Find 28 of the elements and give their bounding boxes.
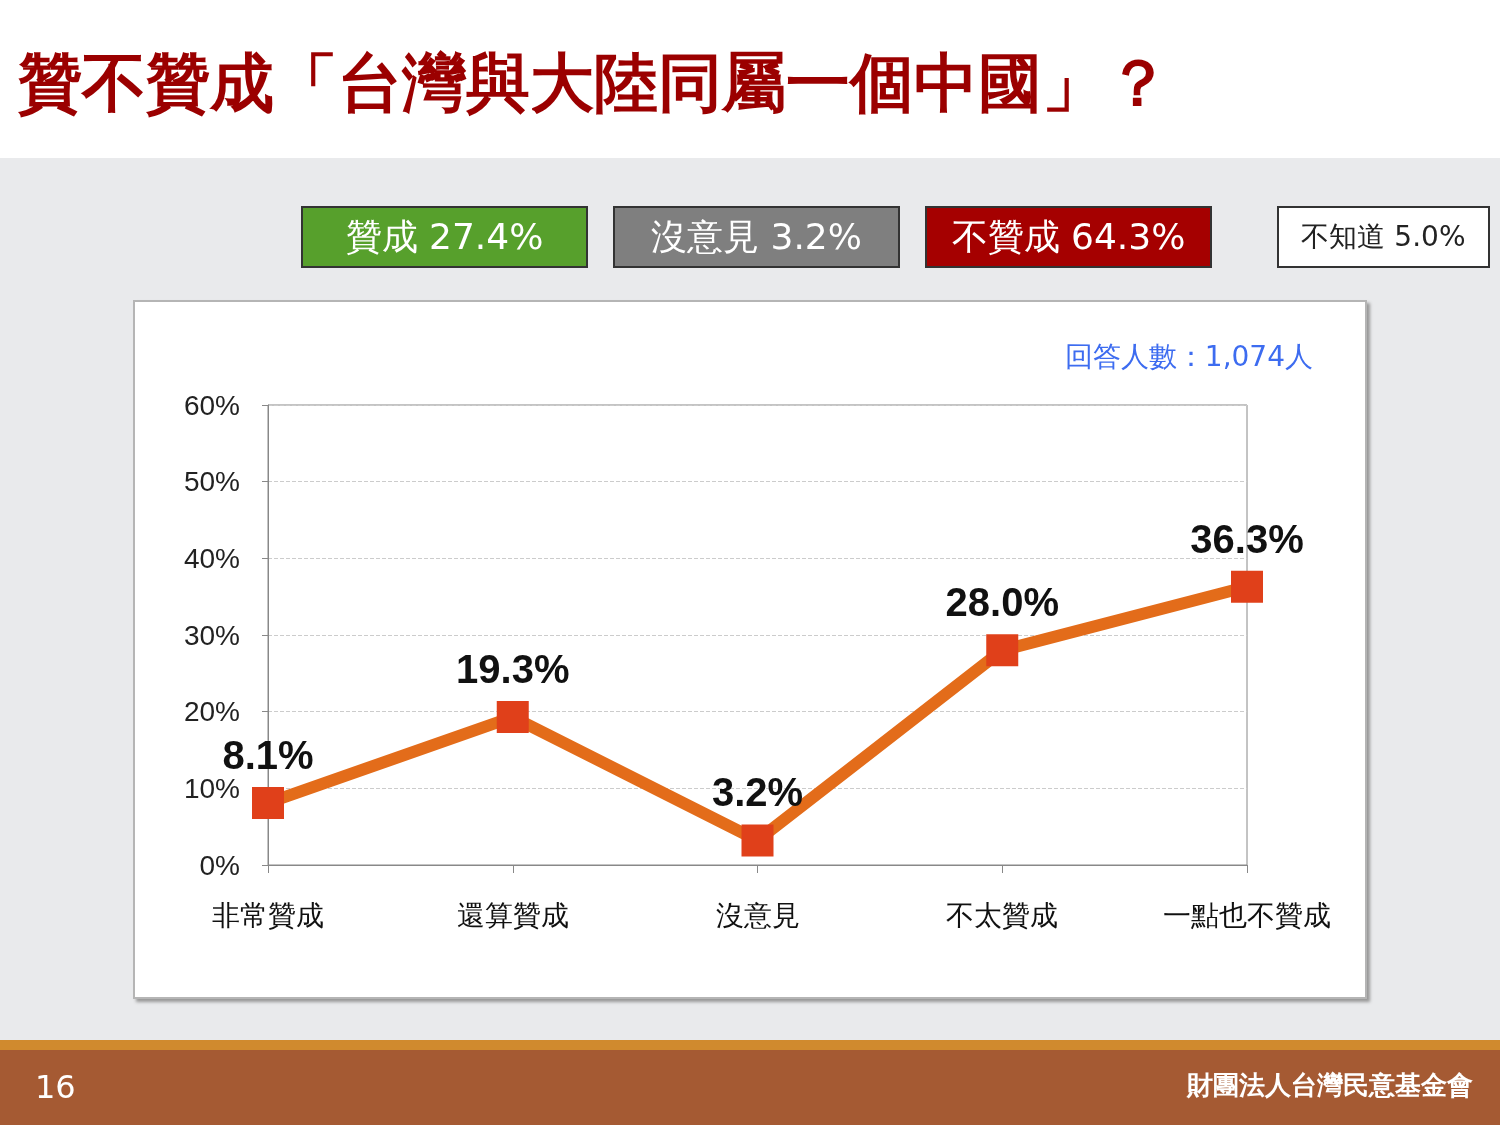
- point: [986, 634, 1019, 667]
- point: [741, 824, 774, 857]
- text: 16: [35, 1068, 76, 1106]
- point: [252, 786, 284, 819]
- text: 沒意見 3.2%: [613, 206, 900, 268]
- y-tick-label: 20%: [183, 696, 240, 728]
- text: 財團法人台灣民意基金會: [1187, 1069, 1473, 1102]
- x-tick-label: 不太贊成: [946, 899, 1059, 931]
- data-label: 19.3%: [456, 647, 570, 692]
- y-tick-label: 40%: [183, 542, 240, 574]
- data-label: 36.3%: [1190, 516, 1304, 561]
- y-tick-label: 50%: [183, 466, 240, 498]
- x-tick-label: 沒意見: [715, 899, 800, 931]
- text: 不贊成 64.3%: [925, 206, 1212, 268]
- y-tick-label: 60%: [183, 389, 240, 421]
- chart-title: 贊不贊成「台灣與大陸同屬一個中國」？: [18, 45, 1170, 122]
- point: [1231, 570, 1263, 603]
- point: [496, 701, 529, 734]
- data-label: 28.0%: [945, 580, 1059, 625]
- data-label: 3.2%: [711, 770, 804, 815]
- x-tick-label: 非常贊成: [212, 899, 324, 931]
- text: 回答人數：1,074人: [1064, 339, 1313, 375]
- y-tick-label: 30%: [183, 619, 240, 651]
- y-tick-label: 0%: [199, 849, 240, 881]
- x-tick-label: 還算贊成: [456, 899, 569, 931]
- x-tick-label: 一點也不贊成: [1163, 899, 1331, 931]
- text: 贊成 27.4%: [301, 206, 588, 268]
- text: 不知道 5.0%: [1277, 206, 1490, 268]
